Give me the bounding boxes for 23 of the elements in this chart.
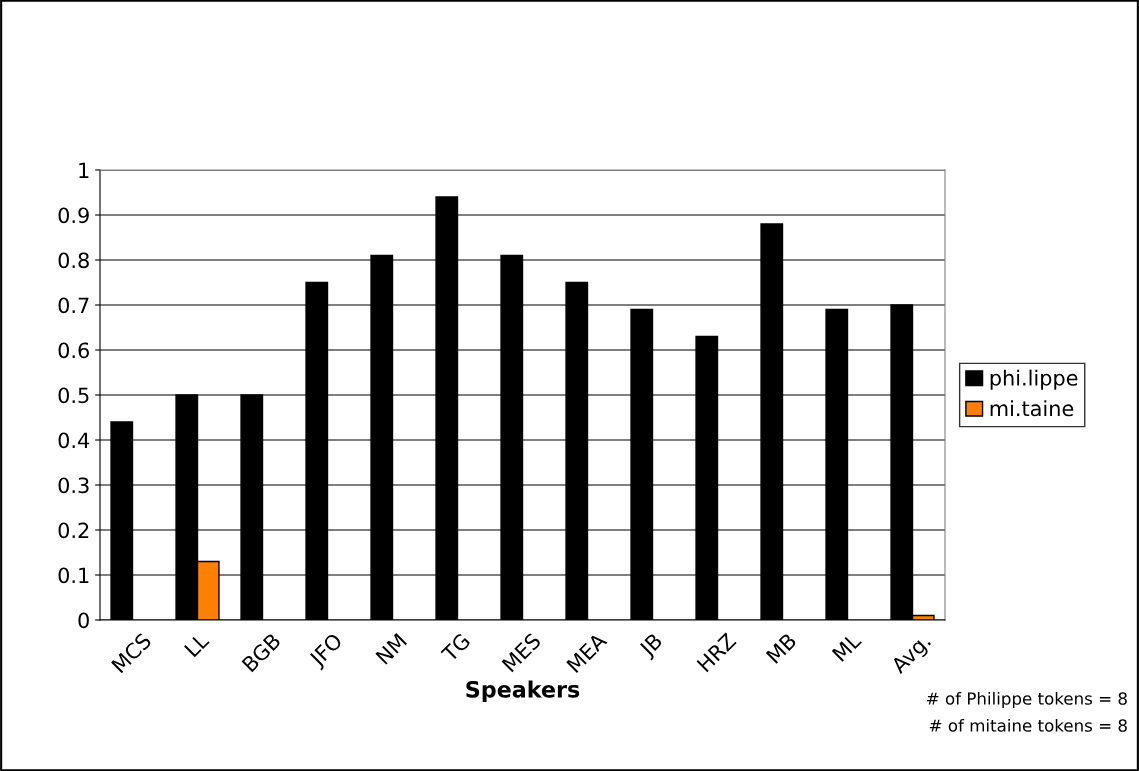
x-tick-label: MB <box>765 632 797 664</box>
y-tick-label: 0.4 <box>58 432 90 449</box>
x-tick-label: ML <box>831 631 862 662</box>
y-tick-label: 0.2 <box>58 522 89 539</box>
y-tick-label: 0.7 <box>58 297 89 314</box>
y-tick-label: 0.9 <box>58 207 89 224</box>
legend-label: mi.taine <box>990 400 1074 417</box>
x-axis-title: Speakers <box>466 680 580 702</box>
y-tick-label: 0.8 <box>58 252 89 269</box>
x-tick-label: TG <box>440 632 471 663</box>
x-tick-label: LL <box>184 631 210 658</box>
x-tick-label: JB <box>637 632 666 661</box>
y-tick-label: 1 <box>79 162 89 178</box>
text: # of Philippe tokens = 8 <box>927 691 1127 709</box>
legend-label: phi.lippe <box>990 369 1078 390</box>
y-tick-label: 0 <box>78 612 89 629</box>
x-tick-label: Avg. <box>889 633 935 678</box>
y-tick-label: 0.3 <box>58 477 89 494</box>
y-tick-label: 0.1 <box>58 567 89 584</box>
x-tick-label: NM <box>375 633 407 665</box>
y-tick-label: 0.6 <box>58 342 89 359</box>
y-tick-label: 0.5 <box>58 387 89 404</box>
text: # of mitaine tokens = 8 <box>929 718 1127 732</box>
